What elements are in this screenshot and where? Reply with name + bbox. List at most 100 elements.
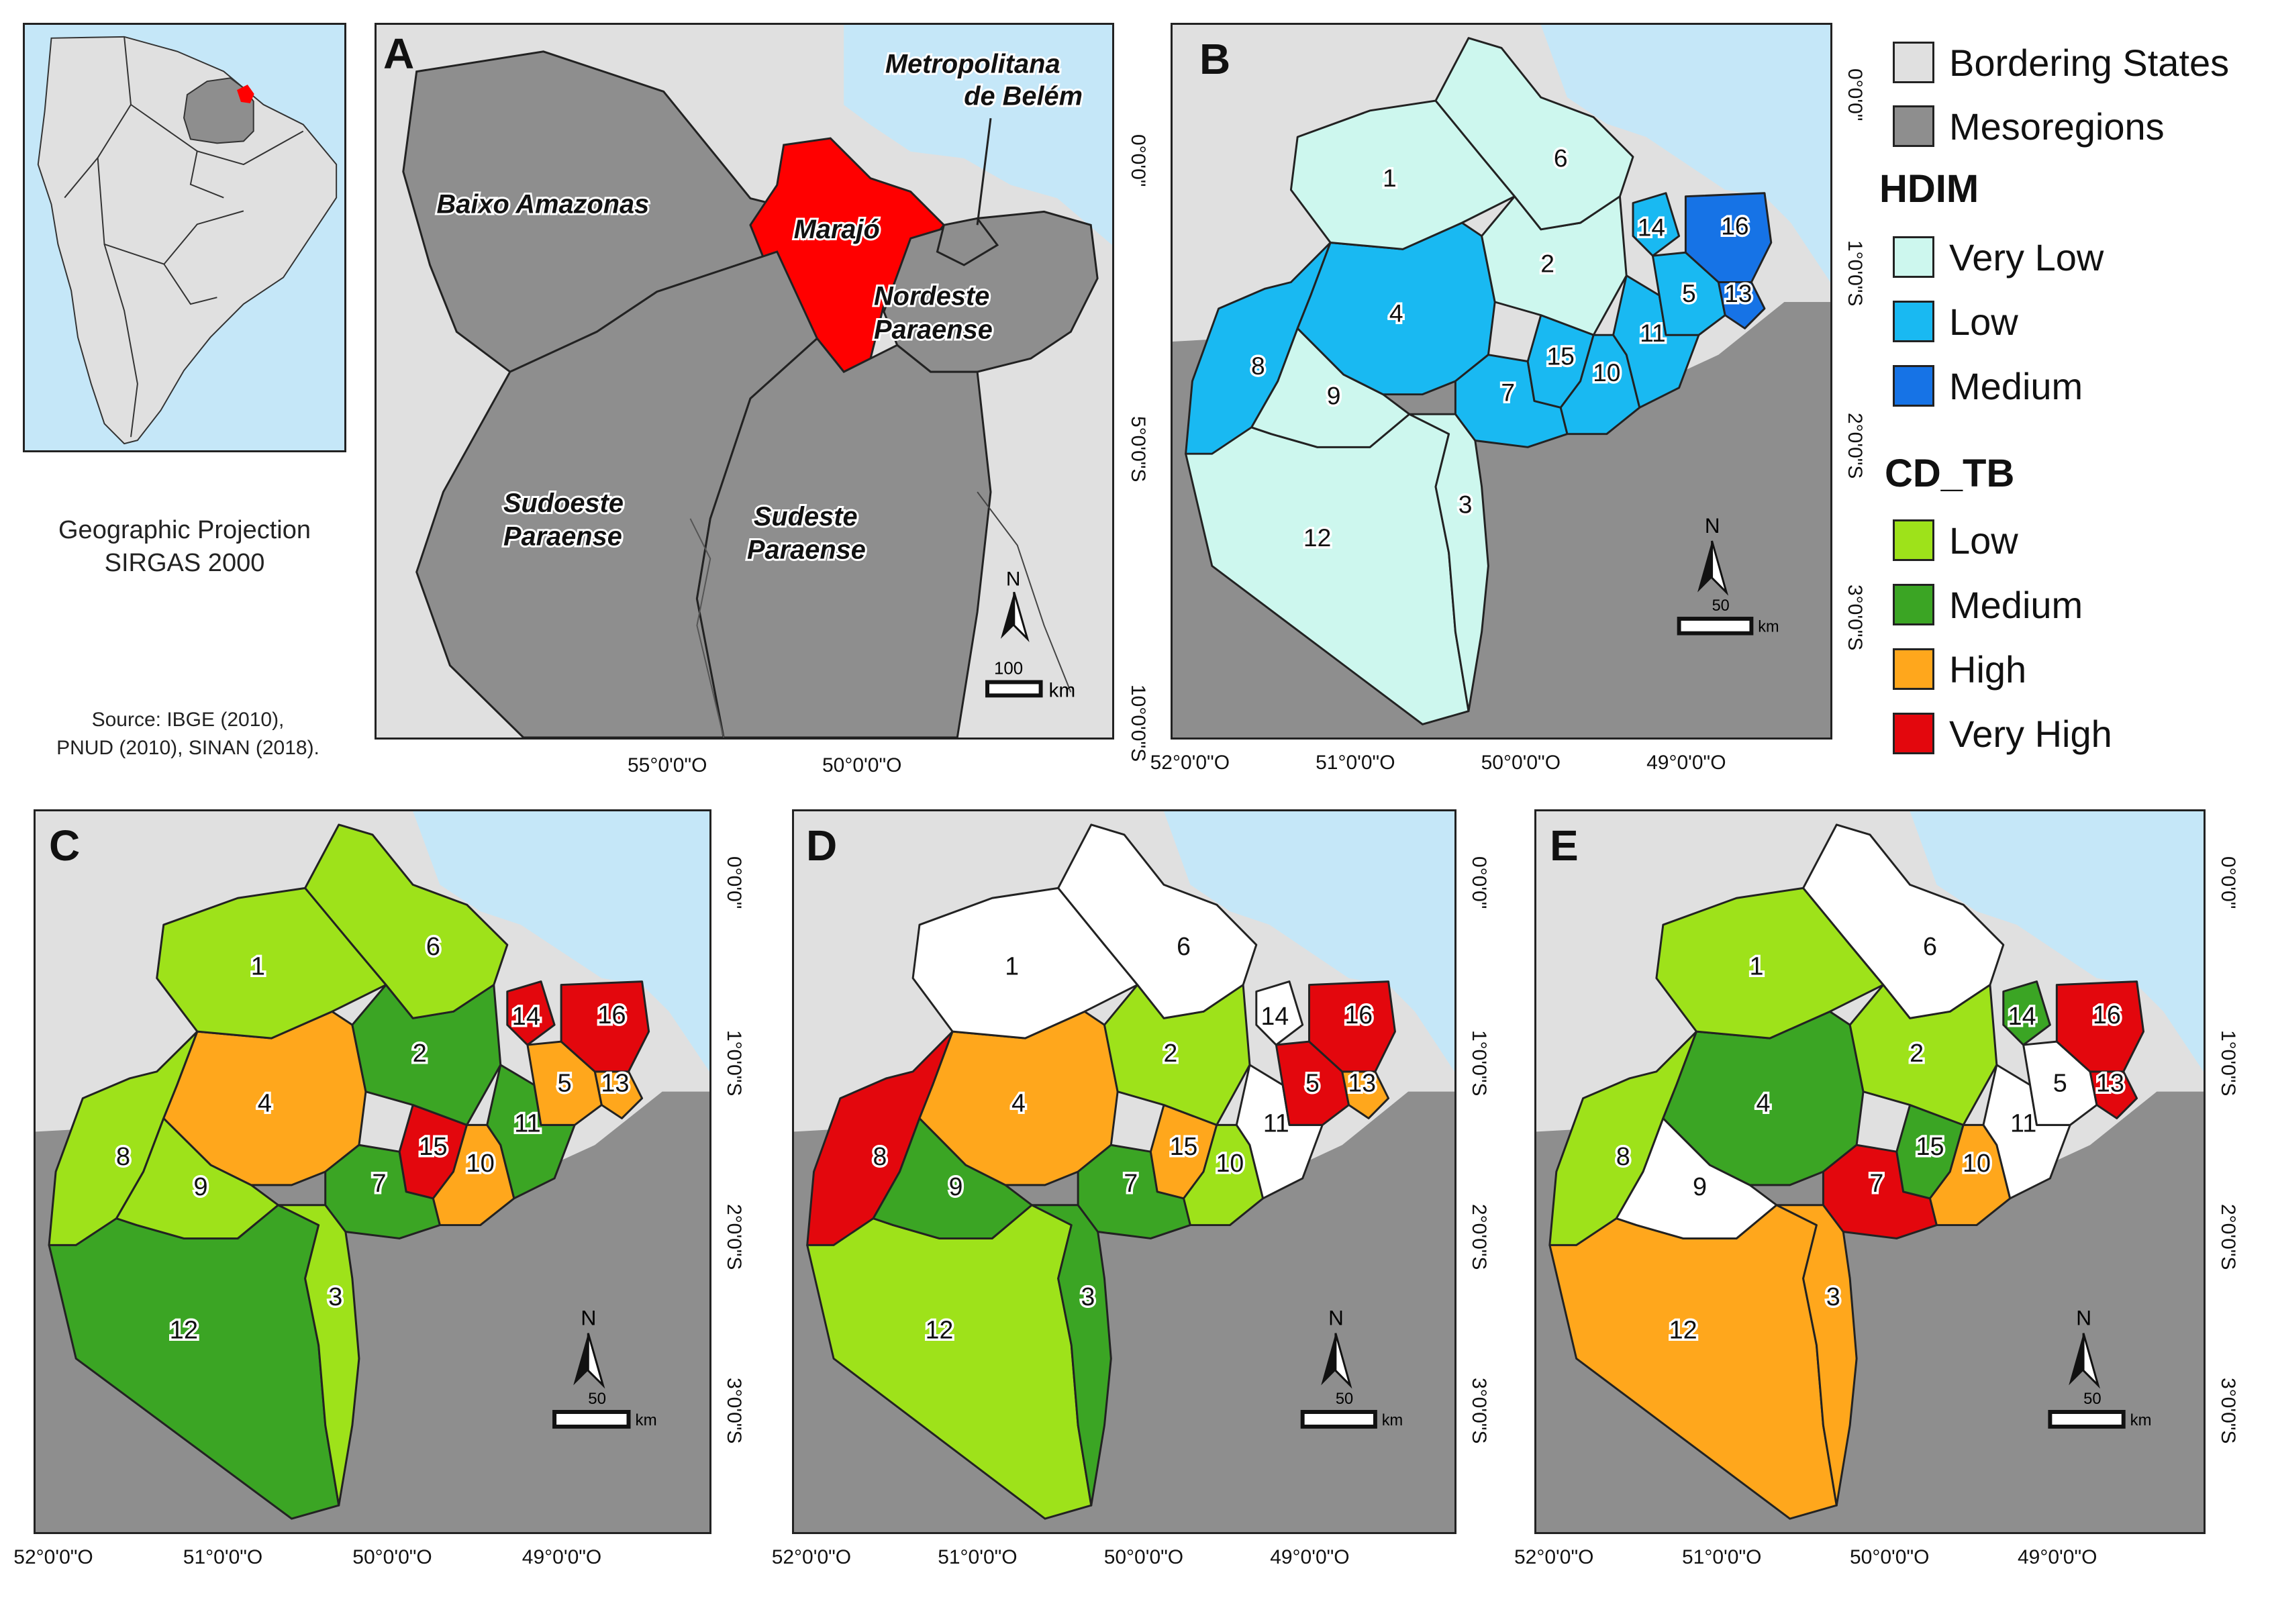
panel-d-ytick-3: 2°0'0"S	[1468, 1204, 1490, 1270]
panel-e-xtick-3: 50°0'0"O	[1850, 1546, 1930, 1568]
legend-tb-very-high: Very High	[1893, 710, 2112, 757]
panel-e-ytick-4: 3°0'0"S	[2217, 1378, 2239, 1444]
svg-text:N: N	[1705, 514, 1720, 538]
panel-e-ytick-3: 2°0'0"S	[2217, 1204, 2239, 1270]
legend-hdim-medium: Medium	[1893, 362, 2083, 409]
municipality-label-3: 3	[1081, 1282, 1095, 1311]
panel-a-sea	[844, 25, 1112, 246]
panel-b-ytick-3: 2°0'0"S	[1844, 412, 1866, 479]
municipality-1	[911, 886, 1139, 1039]
legend-tb-low: Low	[1893, 517, 2018, 564]
scale-bar: 100 km	[985, 660, 1076, 701]
municipality-4	[918, 1010, 1119, 1186]
panel-d-ytick-4: 3°0'0"S	[1468, 1378, 1490, 1444]
svg-text:N: N	[581, 1306, 596, 1330]
municipality-label-10: 10	[1593, 358, 1620, 387]
municipality-label-11: 11	[1263, 1109, 1289, 1137]
panel-d-xtick-2: 51°0'0"O	[938, 1546, 1018, 1568]
municipality-6	[1802, 823, 2005, 1019]
municipality-label-10: 10	[1963, 1150, 1991, 1178]
label-marajo: Marajó	[794, 215, 880, 244]
panel-c-ytick-1: 0°0'0"	[723, 856, 745, 909]
scale-bar: 50 km	[552, 1390, 657, 1429]
municipality-label-4: 4	[1756, 1089, 1770, 1117]
municipality-1	[1289, 99, 1516, 250]
panel-b-xtick-1: 52°0'0"O	[1150, 752, 1230, 774]
municipality-label-8: 8	[873, 1142, 887, 1170]
municipality-6	[304, 823, 509, 1019]
region-metropolitana	[936, 217, 999, 266]
map-sea	[1164, 811, 1454, 1072]
panel-b-ytick-1: 0°0'0"	[1844, 68, 1866, 121]
panel-d-xtick-4: 49°0'0"O	[1270, 1546, 1350, 1568]
municipality-6	[1057, 823, 1258, 1019]
legend-tb-title: CD_TB	[1885, 452, 2015, 495]
svg-text:km: km	[1049, 679, 1076, 701]
municipality-label-2: 2	[413, 1039, 427, 1068]
panel-e-xtick-2: 51°0'0"O	[1682, 1546, 1762, 1568]
municipality-label-15: 15	[1170, 1132, 1198, 1160]
municipality-label-14: 14	[1261, 1002, 1289, 1030]
panel-c-ytick-3: 2°0'0"S	[723, 1204, 745, 1270]
panel-d-cdtb-map: 12 3 8 9 4 7 15 10 11 2 1 6 5 13 14 16 N 50 km D	[792, 809, 1456, 1534]
municipality-label-6: 6	[1177, 932, 1191, 960]
projection-note: Geographic Projection SIRGAS 2000	[58, 516, 311, 578]
municipality-4	[1662, 1010, 1865, 1186]
inset-para-state	[183, 77, 254, 144]
panel-c-xtick-2: 51°0'0"O	[183, 1546, 263, 1568]
municipality-label-5: 5	[1305, 1068, 1320, 1097]
map-sea	[1540, 25, 1830, 283]
municipality-label-16: 16	[2093, 1001, 2121, 1029]
municipality-14	[506, 980, 556, 1046]
municipality-label-16: 16	[597, 1001, 626, 1029]
municipality-label-5: 5	[1682, 279, 1696, 307]
legend-swatch-bordering	[1893, 42, 1934, 83]
municipality-label-8: 8	[116, 1143, 130, 1171]
region-sudeste-paraense	[695, 337, 992, 738]
legend-swatch-hdim-low	[1893, 301, 1934, 342]
map-sea	[413, 811, 709, 1072]
source-note: Source: IBGE (2010), PNUD (2010), SINAN …	[56, 709, 319, 759]
legend-swatch-tb-high	[1893, 648, 1934, 690]
panel-b-letter: B	[1199, 35, 1231, 83]
panel-e-xtick-1: 52°0'0"O	[1514, 1546, 1594, 1568]
municipality-label-3: 3	[1459, 491, 1473, 519]
panel-c-xtick-1: 52°0'0"O	[13, 1546, 93, 1568]
municipality-label-13: 13	[1724, 279, 1752, 307]
svg-text:km: km	[1758, 618, 1779, 636]
legend-swatch-hdim-medium	[1893, 365, 1934, 407]
municipality-label-15: 15	[1916, 1133, 1944, 1161]
scale-bar: 50 km	[1677, 597, 1779, 636]
label-nordeste: Nordeste	[874, 282, 989, 311]
municipality-label-4: 4	[258, 1090, 272, 1118]
municipality-label-7: 7	[1869, 1170, 1883, 1198]
municipality-4	[1296, 221, 1496, 396]
municipality-label-16: 16	[1721, 212, 1748, 240]
legend-hdim-low: Low	[1893, 298, 2018, 345]
municipality-label-11: 11	[514, 1109, 541, 1137]
legend-swatch-hdim-very-low	[1893, 236, 1934, 278]
panel-e-xtick-4: 49°0'0"O	[2018, 1546, 2097, 1568]
panel-c-xtick-4: 49°0'0"O	[522, 1546, 602, 1568]
municipality-1	[156, 886, 387, 1039]
municipality-label-3: 3	[1826, 1283, 1840, 1311]
municipality-label-7: 7	[1124, 1169, 1138, 1197]
label-baixo-amazonas: Baixo Amazonas	[437, 189, 650, 219]
municipality-label-3: 3	[328, 1283, 342, 1311]
svg-text:N: N	[1328, 1306, 1344, 1330]
municipality-label-7: 7	[372, 1170, 386, 1198]
svg-text:50: 50	[1336, 1390, 1353, 1408]
municipality-label-4: 4	[1389, 299, 1403, 327]
inset-study-area	[237, 85, 254, 103]
panel-a-ytick-2: 5°0'0"S	[1127, 416, 1149, 483]
scale-bar: 50 km	[1300, 1390, 1403, 1429]
municipality-14	[1255, 980, 1304, 1046]
municipality-16	[2055, 980, 2145, 1073]
municipality-label-8: 8	[1616, 1143, 1630, 1171]
municipality-label-8: 8	[1251, 352, 1265, 380]
panel-b-ytick-4: 3°0'0"S	[1844, 585, 1866, 651]
panel-c-ytick-4: 3°0'0"S	[723, 1378, 745, 1444]
